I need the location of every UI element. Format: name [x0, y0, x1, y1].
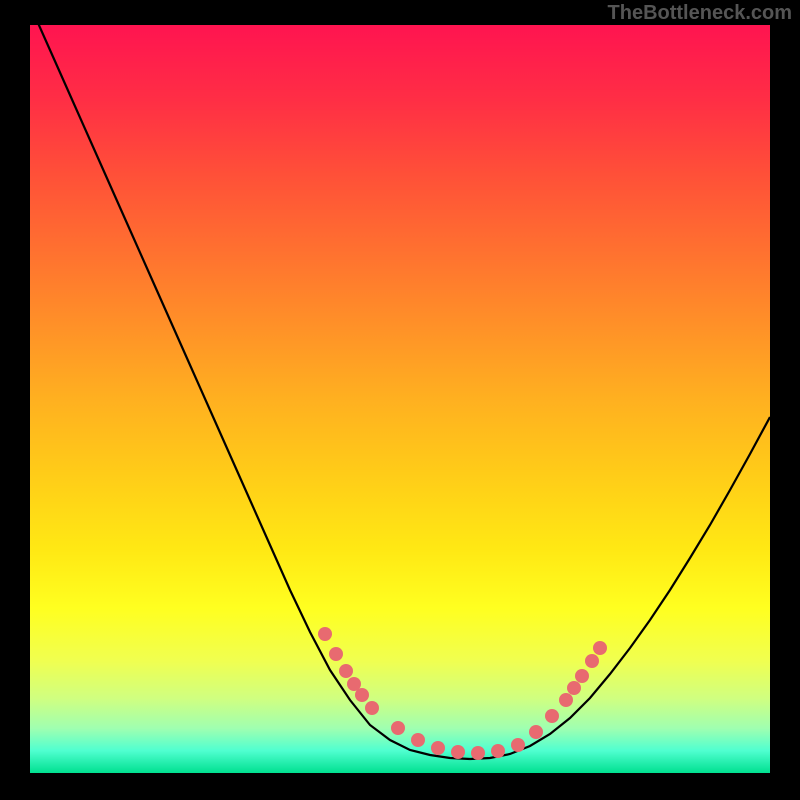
data-marker [471, 746, 485, 760]
data-marker [451, 745, 465, 759]
curve-layer [30, 25, 770, 773]
data-marker [391, 721, 405, 735]
bottleneck-curve-right [470, 417, 770, 759]
chart-container: TheBottleneck.com [0, 0, 800, 800]
watermark-text: TheBottleneck.com [608, 2, 792, 25]
data-marker [529, 725, 543, 739]
plot-area [30, 25, 770, 773]
bottleneck-curve-left [30, 25, 470, 759]
data-marker [593, 641, 607, 655]
data-marker [567, 681, 581, 695]
data-marker [355, 688, 369, 702]
data-marker [559, 693, 573, 707]
data-marker [411, 733, 425, 747]
data-marker [339, 664, 353, 678]
data-marker [545, 709, 559, 723]
data-marker [575, 669, 589, 683]
data-marker [511, 738, 525, 752]
data-marker [585, 654, 599, 668]
data-marker [329, 647, 343, 661]
data-marker [318, 627, 332, 641]
data-marker [431, 741, 445, 755]
data-marker [491, 744, 505, 758]
data-marker [365, 701, 379, 715]
